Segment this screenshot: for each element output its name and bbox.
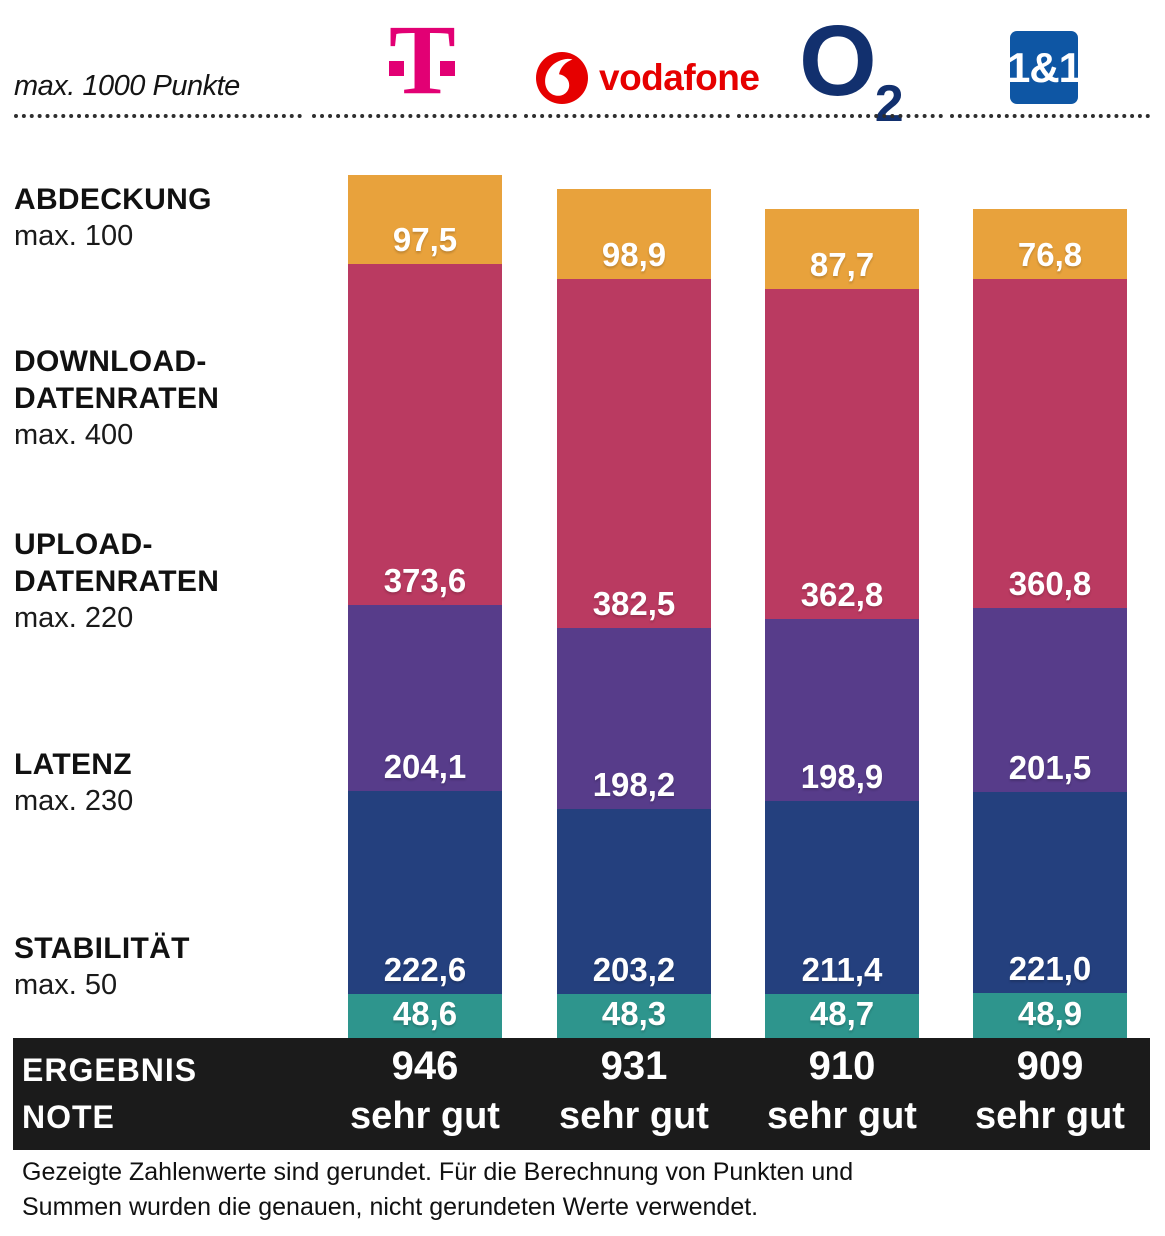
segment-latenz-o2: 211,4 (765, 800, 919, 994)
segment-stabilitaet-vodafone: 48,3 (557, 993, 711, 1038)
segment-upload-datenraten-vodafone: 198,2 (557, 627, 711, 809)
o2-subscript: 2 (874, 75, 904, 133)
telekom-left-square-icon (389, 61, 404, 76)
category-title-line: DOWNLOAD- (14, 345, 207, 378)
segment-value: 98,9 (601, 236, 667, 274)
segment-value: 87,7 (809, 245, 875, 283)
category-title-line: DATENRATEN (14, 565, 220, 598)
category-title-line: STABILITÄT (14, 932, 190, 965)
segment-abdeckung-telekom: 97,5 (348, 174, 502, 264)
segment-value: 373,6 (383, 561, 467, 599)
stacked-bar-chart: 97,5 373,6 204,1 222,6 48,6 98,9 382,5 198,2 203… (348, 174, 1127, 1038)
segment-value: 221,0 (1008, 950, 1092, 988)
segment-latenz-1-1: 221,0 (973, 791, 1127, 994)
o2-letter: O (799, 5, 877, 117)
category-max-label: max. 230 (14, 785, 134, 817)
dotted-rule-segment (737, 114, 943, 118)
footnote: Gezeigte Zahlenwerte sind gerundet. Für … (22, 1158, 854, 1221)
category-label-upload: UPLOAD- DATENRATEN max. 220 (14, 526, 314, 636)
vodafone-logo: vodafone (536, 52, 760, 104)
segment-value: 222,6 (383, 950, 467, 988)
result-cell-telekom: 946 sehr gut (315, 1040, 535, 1140)
result-label-ergebnis: ERGEBNIS (22, 1052, 198, 1088)
segment-stabilitaet-1-1: 48,9 (973, 993, 1127, 1038)
bar-vodafone: 98,9 382,5 198,2 203,2 48,3 (557, 188, 711, 1038)
result-grade: sehr gut (559, 1095, 709, 1137)
result-points: 931 (600, 1044, 668, 1088)
category-label-abdeckung: ABDECKUNG max. 100 (14, 181, 314, 254)
segment-upload-datenraten-o2: 198,9 (765, 619, 919, 801)
category-label-latenz: LATENZ max. 230 (14, 746, 314, 819)
segment-abdeckung-o2: 87,7 (765, 208, 919, 289)
result-grade: sehr gut (767, 1095, 917, 1137)
category-max-label: max. 50 (14, 969, 118, 1001)
category-max-label: max. 220 (14, 602, 134, 634)
bar-1-1: 76,8 360,8 201,5 221,0 48,9 (973, 209, 1127, 1038)
category-label-download: DOWNLOAD- DATENRATEN max. 400 (14, 343, 314, 453)
o2-logo: O 2 (799, 5, 906, 130)
category-title-line: UPLOAD- (14, 528, 153, 561)
segment-upload-datenraten-telekom: 204,1 (348, 604, 502, 791)
category-max-label: max. 400 (14, 419, 134, 451)
bar-o2: 87,7 362,8 198,9 211,4 48,7 (765, 208, 919, 1038)
segment-value: 97,5 (392, 220, 458, 258)
telekom-t-glyph: T (389, 4, 456, 115)
segment-value: 362,8 (800, 576, 884, 614)
telekom-logo: T (389, 10, 456, 110)
segment-value: 203,2 (592, 950, 676, 988)
one-and-one-wordmark: 1&1 (1006, 43, 1082, 91)
segment-value: 382,5 (592, 584, 676, 622)
segment-value: 198,2 (592, 765, 676, 803)
dotted-rule-segment (312, 114, 517, 118)
segment-download-datenraten-o2: 362,8 (765, 288, 919, 620)
result-label-note: NOTE (22, 1099, 115, 1135)
max-points-label: max. 1000 Punkte (14, 70, 240, 102)
dotted-rule-segment (950, 114, 1150, 118)
segment-value: 48,3 (601, 995, 667, 1032)
segment-value: 360,8 (1008, 565, 1092, 603)
telekom-right-square-icon (440, 61, 455, 76)
dotted-rule-segment (14, 114, 302, 118)
one-and-one-logo: 1&1 (1006, 31, 1082, 104)
vodafone-wordmark: vodafone (599, 57, 760, 98)
segment-upload-datenraten-1-1: 201,5 (973, 608, 1127, 792)
segment-download-datenraten-vodafone: 382,5 (557, 279, 711, 628)
segment-value: 211,4 (801, 950, 883, 988)
category-max-label: max. 100 (14, 220, 134, 252)
segment-abdeckung-vodafone: 98,9 (557, 188, 711, 280)
dotted-rule-segment (524, 114, 730, 118)
category-title-line: LATENZ (14, 748, 132, 781)
segment-download-datenraten-telekom: 373,6 (348, 263, 502, 605)
segment-value: 201,5 (1008, 748, 1092, 786)
vodafone-speechmark-icon (536, 52, 588, 104)
segment-value: 76,8 (1017, 236, 1083, 274)
result-bar: ERGEBNIS NOTE 946 sehr gut 931 sehr gut 910 s… (13, 1038, 1150, 1150)
segment-value: 198,9 (800, 757, 884, 795)
segment-value: 48,7 (809, 995, 875, 1032)
segment-stabilitaet-o2: 48,7 (765, 993, 919, 1038)
segment-abdeckung-1-1: 76,8 (973, 209, 1127, 280)
segment-stabilitaet-telekom: 48,6 (348, 993, 502, 1038)
segment-value: 204,1 (383, 747, 467, 785)
category-label-stabilitaet: STABILITÄT max. 50 (14, 930, 314, 1003)
result-points: 909 (1016, 1044, 1084, 1088)
category-title-line: ABDECKUNG (14, 183, 212, 216)
result-cell-vodafone: 931 sehr gut (524, 1040, 744, 1140)
result-cell-o2: 910 sehr gut (732, 1040, 952, 1140)
result-cell-1-1: 909 sehr gut (940, 1040, 1160, 1140)
segment-latenz-vodafone: 203,2 (557, 808, 711, 994)
segment-value: 48,9 (1017, 995, 1083, 1032)
result-row-labels: ERGEBNIS NOTE (22, 1047, 197, 1141)
result-points: 946 (391, 1044, 459, 1088)
result-points: 910 (808, 1044, 876, 1088)
category-title-line: DATENRATEN (14, 382, 220, 415)
result-grade: sehr gut (975, 1095, 1125, 1137)
segment-value: 48,6 (392, 995, 458, 1032)
bar-telekom: 97,5 373,6 204,1 222,6 48,6 (348, 174, 502, 1038)
segment-download-datenraten-1-1: 360,8 (973, 279, 1127, 609)
segment-latenz-telekom: 222,6 (348, 790, 502, 994)
result-grade: sehr gut (350, 1095, 500, 1137)
